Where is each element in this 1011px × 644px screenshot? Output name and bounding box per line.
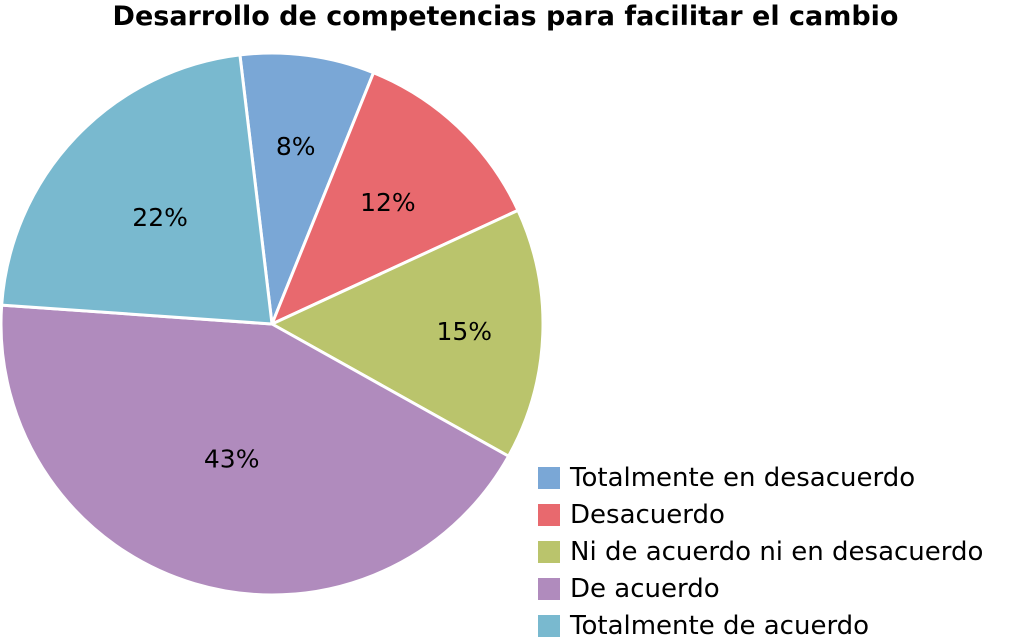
data-label-totalmente-de-acuerdo: 22% — [132, 203, 188, 232]
legend-label: De acuerdo — [570, 573, 720, 604]
legend-label: Totalmente en desacuerdo — [570, 462, 916, 493]
legend-swatch — [538, 577, 560, 600]
pie-slice-totalmente-de-acuerdo — [0, 53, 274, 326]
legend-swatch — [538, 503, 560, 526]
pie-slice-labels: 8% 12% 15% 43% 22% — [132, 132, 492, 473]
data-label-ni-de-acuerdo-ni-en-desacuerdo: 15% — [437, 317, 493, 346]
legend-label: Desacuerdo — [570, 499, 725, 530]
pie-slices — [0, 51, 545, 597]
legend-item-de-acuerdo: De acuerdo — [538, 570, 983, 607]
chart-title: Desarrollo de competencias para facilita… — [112, 1, 899, 32]
legend: Totalmente en desacuerdo Desacuerdo Ni de … — [538, 459, 983, 644]
data-label-totalmente-en-desacuerdo: 8% — [276, 132, 316, 161]
legend-item-desacuerdo: Desacuerdo — [538, 496, 983, 533]
data-label-de-acuerdo: 43% — [204, 445, 260, 474]
legend-item-ni-de-acuerdo-ni-en-desacuerdo: Ni de acuerdo ni en desacuerdo — [538, 533, 983, 570]
pie-slice-totalmente-en-desacuerdo — [238, 51, 376, 326]
pie-slice-desacuerdo — [270, 71, 520, 326]
legend-item-totalmente-de-acuerdo: Totalmente de acuerdo — [538, 607, 983, 644]
pie-slice-ni-de-acuerdo-ni-en-desacuerdo — [270, 208, 545, 458]
legend-label: Ni de acuerdo ni en desacuerdo — [570, 536, 984, 567]
legend-swatch — [538, 614, 560, 637]
legend-label: Totalmente de acuerdo — [570, 610, 870, 641]
data-label-desacuerdo: 12% — [360, 188, 416, 217]
legend-swatch — [538, 466, 560, 489]
pie-slice-de-acuerdo — [0, 303, 511, 597]
legend-item-totalmente-en-desacuerdo: Totalmente en desacuerdo — [538, 459, 983, 496]
legend-swatch — [538, 540, 560, 563]
